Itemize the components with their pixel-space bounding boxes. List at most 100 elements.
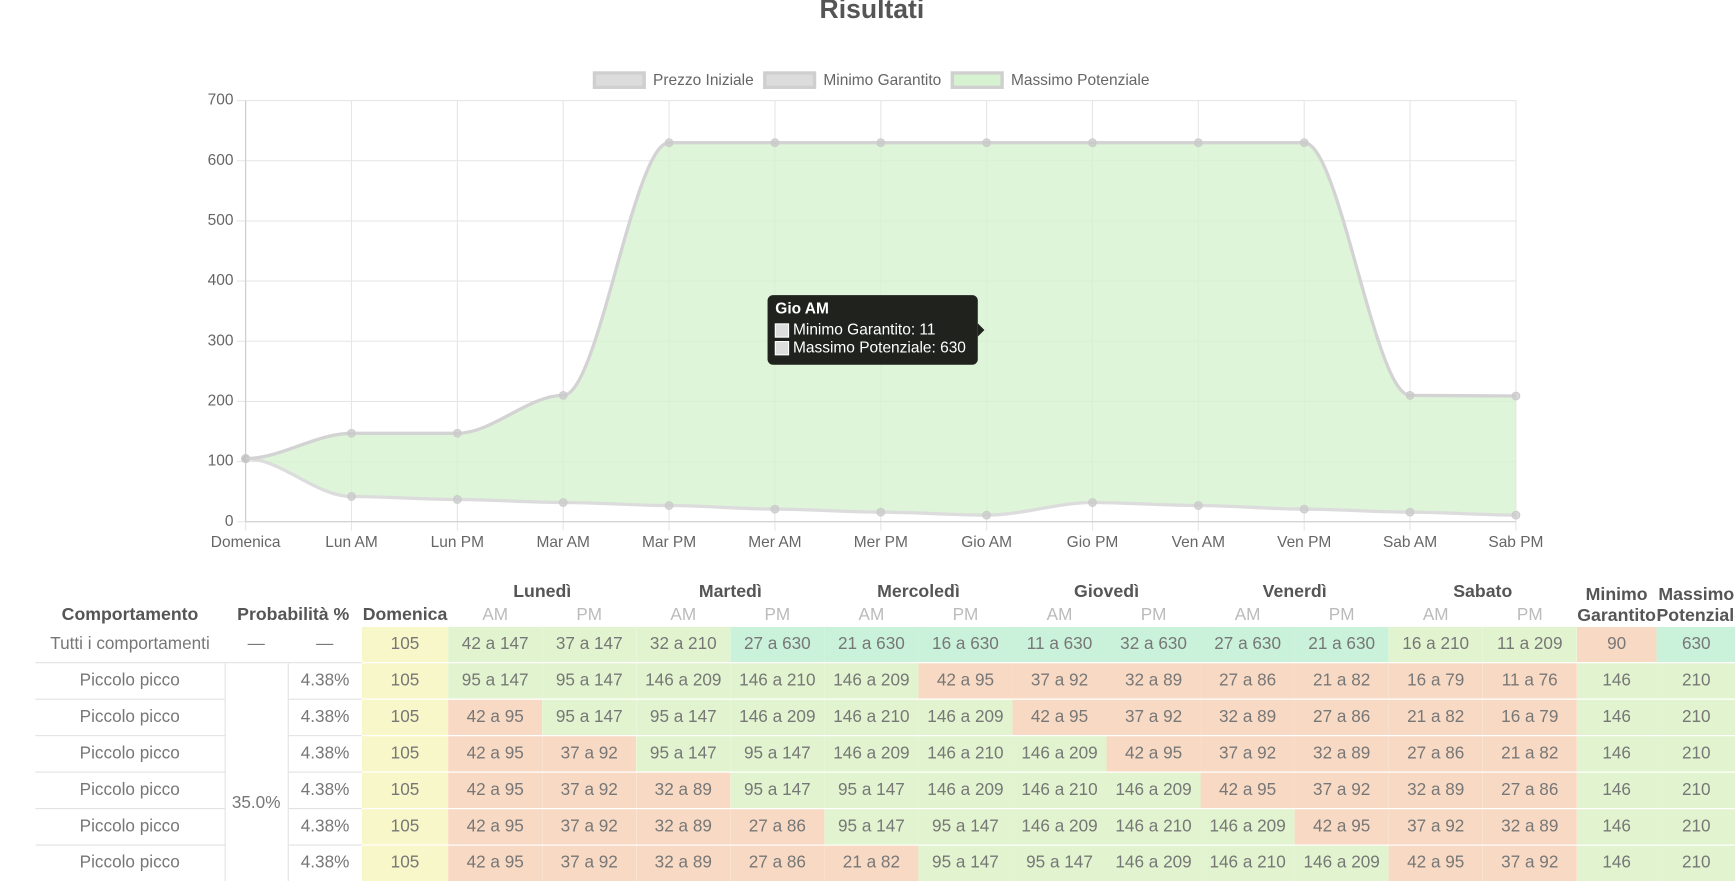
table-row: Piccolo picco 4.38% 105 42 a 95 37 a 92 32 a … [35, 808, 1735, 846]
value-cell: 105 [361, 699, 449, 737]
table-row: Piccolo picco 4.38% 105 42 a 95 37 a 92 32 a … [35, 772, 1735, 810]
probability-cell: 4.38% [287, 699, 362, 737]
value-cell: 32 a 89 [1388, 772, 1483, 810]
value-cell: 11 a 630 [1012, 626, 1107, 664]
data-point [664, 501, 674, 510]
x-tick-label: Gio PM [1067, 534, 1119, 551]
value-cell: 16 a 630 [918, 626, 1013, 664]
header-cell: Sabato [1453, 581, 1513, 601]
data-point [558, 498, 568, 507]
header-cell: Probabilità % [237, 605, 350, 625]
probability-cell: 4.38% [287, 808, 362, 846]
value-cell: 210 [1656, 735, 1735, 773]
value-cell: 37 a 92 [542, 808, 637, 846]
legend-label: Minimo Garantito [823, 72, 941, 89]
value-cell: 146 a 210 [918, 735, 1013, 773]
value-cell: 32 a 89 [1482, 808, 1577, 846]
value-cell: 210 [1656, 845, 1735, 881]
value-cell: 42 a 95 [1388, 845, 1483, 881]
data-point [876, 138, 886, 148]
value-cell: 95 a 147 [824, 772, 919, 810]
value-cell: 21 a 630 [824, 626, 919, 664]
data-point [452, 495, 462, 504]
behaviour-cell: Piccolo picco [35, 735, 225, 773]
header-subcell: PM [576, 605, 603, 624]
data-point [1299, 504, 1309, 514]
header-subcell: PM [1140, 605, 1167, 624]
data-point [347, 492, 356, 501]
y-tick-label: 200 [208, 393, 234, 410]
probability-cell: 4.38% [287, 735, 362, 773]
value-cell: 95 a 147 [542, 699, 637, 737]
behaviour-cell: Tutti i comportamenti [35, 626, 225, 664]
behaviour-cell: Piccolo picco [35, 662, 225, 700]
x-tick-label: Mer PM [854, 534, 908, 551]
legend-swatch [950, 71, 1004, 89]
header-subcell: PM [952, 605, 979, 624]
header-subcell: PM [764, 605, 791, 624]
tooltip-title: Gio AM [775, 301, 829, 318]
y-tick-label: 600 [208, 152, 234, 169]
data-point [1088, 138, 1097, 148]
value-cell: 37 a 92 [542, 845, 637, 881]
behaviour-cell: Piccolo picco [35, 845, 225, 881]
table-row: Piccolo picco 4.38% 105 42 a 95 37 a 92 32 a … [35, 845, 1735, 881]
data-point [770, 504, 780, 514]
y-tick-label: 700 [208, 92, 234, 109]
header-cell: Venerdì [1262, 581, 1327, 601]
value-cell: 42 a 95 [1106, 735, 1201, 773]
data-point [1405, 507, 1415, 517]
table-body: Tutti i comportamenti — —105 42 a 147 37 a 1… [35, 626, 1735, 881]
value-cell: 95 a 147 [448, 662, 543, 700]
value-cell: 27 a 86 [730, 845, 825, 881]
tooltip-swatch [774, 341, 790, 356]
value-cell: 146 a 209 [918, 772, 1013, 810]
x-tick-label: Ven PM [1277, 534, 1331, 551]
value-cell: 21 a 82 [1482, 735, 1577, 773]
data-point [1088, 498, 1097, 507]
tooltip-item: Massimo Potenziale: 630 [793, 339, 966, 356]
header-subcell: AM [1046, 605, 1073, 624]
chart-title: Risultati [820, 0, 925, 24]
value-cell: 37 a 147 [542, 626, 637, 664]
value-cell: 95 a 147 [730, 772, 825, 810]
value-cell: 630 [1656, 626, 1735, 664]
header-subcell: AM [482, 605, 509, 624]
value-cell: 95 a 147 [730, 735, 825, 773]
value-cell: 32 a 89 [636, 808, 731, 846]
value-cell: 32 a 210 [636, 626, 731, 664]
value-cell: 146 a 209 [824, 662, 919, 700]
value-cell: 146 a 209 [824, 735, 919, 773]
table-row: Tutti i comportamenti — —105 42 a 147 37 a 1… [35, 626, 1735, 664]
table-row: Piccolo picco 35.0% 4.38% 105 95 a 147 95 a 1… [35, 662, 1735, 881]
data-point [876, 507, 886, 517]
behaviour-cell: Piccolo picco [35, 808, 225, 846]
data-point [1511, 510, 1521, 520]
data-point [982, 510, 992, 520]
value-cell: 32 a 89 [1200, 699, 1295, 737]
value-cell: 37 a 92 [1106, 699, 1201, 737]
value-cell: 27 a 630 [730, 626, 825, 664]
value-cell: 210 [1656, 808, 1735, 846]
value-cell: 16 a 79 [1482, 699, 1577, 737]
y-tick-label: 0 [225, 513, 234, 530]
value-cell: 90 [1576, 626, 1657, 664]
table-row: Piccolo picco 4.38% 105 42 a 95 37 a 92 95 a … [35, 735, 1735, 773]
value-cell: 146 [1576, 699, 1657, 737]
value-cell: 146 a 209 [918, 699, 1013, 737]
x-tick-label: Lun PM [431, 534, 484, 551]
value-cell: 42 a 95 [448, 735, 543, 773]
value-cell: 95 a 147 [1012, 845, 1107, 881]
value-cell: 21 a 630 [1294, 626, 1389, 664]
header-subcell: AM [1422, 605, 1449, 624]
value-cell: 42 a 95 [448, 845, 543, 881]
legend-label: Prezzo Iniziale [653, 72, 754, 89]
value-cell: 37 a 92 [1012, 662, 1107, 700]
value-cell: 105 [361, 845, 449, 881]
value-cell: 146 a 209 [636, 662, 731, 700]
x-tick-label: Ven AM [1172, 534, 1225, 551]
value-cell: 32 a 89 [636, 845, 731, 881]
data-point [1193, 138, 1203, 148]
value-cell: 210 [1656, 699, 1735, 737]
value-cell: 27 a 86 [730, 808, 825, 846]
